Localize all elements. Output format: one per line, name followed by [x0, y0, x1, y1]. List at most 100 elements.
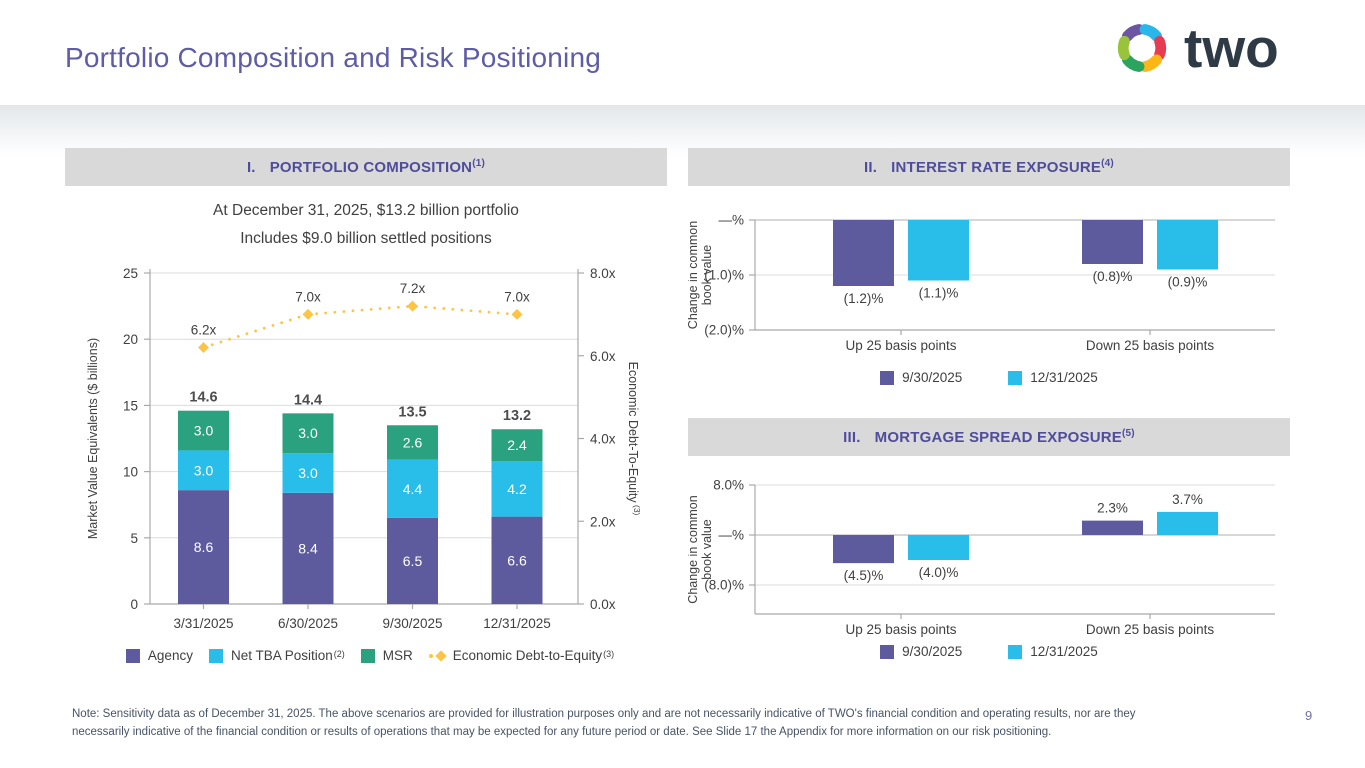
page-title: Portfolio Composition and Risk Positioni…: [65, 42, 601, 73]
bar-segment-value: 6.5: [403, 553, 423, 569]
footnote-marker: (4): [1101, 157, 1114, 169]
bar-value-label: (1.1)%: [919, 286, 959, 301]
legend-item: 9/30/2025: [880, 644, 962, 659]
bar-total-label: 13.2: [503, 408, 531, 424]
legend-swatch: [880, 644, 895, 659]
y-axis-tick-label: —%: [718, 528, 744, 543]
y-axis-tick-label: 25: [123, 266, 138, 281]
bar-value-label: 2.3%: [1097, 501, 1128, 516]
y2-axis-tick-label: 0.0x: [590, 597, 616, 612]
bar-segment-value: 3.0: [298, 465, 318, 481]
bar-segment-msr: [387, 425, 438, 460]
x-axis-category-label: 6/30/2025: [278, 616, 338, 631]
legend-swatch: [1008, 370, 1023, 385]
logo-wordmark: two: [1184, 16, 1279, 79]
y2-axis-tick-label: 4.0x: [590, 432, 616, 447]
debt-to-equity-point-label: 7.0x: [295, 289, 321, 304]
bar-segment-msr: [178, 410, 229, 451]
y2-axis-tick-label: 2.0x: [590, 514, 616, 529]
bar-9-30-2025: [833, 220, 894, 286]
legend-label: 12/31/2025: [1030, 370, 1098, 385]
y-axis-tick-label: (2.0)%: [704, 323, 744, 338]
legend-line-dot: [428, 653, 433, 658]
mortgage-spread-exposure-chart: 8.0% —% (8.0)% Up 25 basis points Down 25 ba…: [688, 478, 1275, 637]
footnote: Note: Sensitivity data as of December 31…: [72, 706, 1267, 742]
bar-value-label: (4.0)%: [919, 565, 959, 580]
legend-swatch: [208, 648, 223, 663]
legend-label: Economic Debt-to-Equity: [452, 648, 603, 663]
bar-value-label: (0.9)%: [1168, 275, 1208, 290]
bar-total-label: 14.4: [294, 392, 322, 408]
debt-to-equity-dotted-line: [202, 304, 519, 349]
x-axis-category-label: Down 25 basis points: [1086, 338, 1215, 353]
y2-axis-title: Economic Debt-To-Equity (3): [626, 362, 642, 516]
bar-12-31-2025: [1157, 511, 1218, 535]
bar-segment-value: 6.6: [507, 552, 527, 568]
portfolio-subtitle-line2: Includes $9.0 billion settled positions: [240, 230, 492, 247]
bar-9-30-2025: [1082, 220, 1143, 264]
debt-to-equity-point-label: 7.2x: [400, 281, 426, 296]
legend-label: 9/30/2025: [902, 644, 963, 659]
logo-petal: [1122, 54, 1145, 72]
logo-petal: [1117, 35, 1130, 61]
bar-value-label: (4.5)%: [844, 568, 884, 583]
y-axis-tick-label: (8.0)%: [704, 578, 744, 593]
x-axis-category-label: 3/31/2025: [173, 616, 233, 631]
bar-9-30-2025: [833, 535, 894, 564]
bar-segment-value: 3.0: [194, 462, 214, 478]
debt-to-equity-marker: [302, 308, 314, 320]
debt-to-equity-point-label: 7.0x: [504, 289, 530, 304]
page-number: 9: [1305, 708, 1313, 723]
legend-label: Net TBA Position: [230, 648, 333, 663]
legend-swatch: [125, 648, 140, 663]
y2-axis-tick-label: 6.0x: [590, 349, 616, 364]
y2-axis-tick-label: 8.0x: [590, 266, 616, 281]
portfolio-subtitle-line1: At December 31, 2025, $13.2 billion port…: [213, 202, 519, 219]
legend-item: Economic Debt-to-Equity (3): [428, 648, 614, 663]
legend-label: 9/30/2025: [902, 370, 963, 385]
legend-swatch: [880, 370, 895, 385]
footnote-marker: (5): [1122, 427, 1135, 439]
debt-to-equity-point-label: 6.2x: [191, 322, 217, 337]
logo-petal: [1154, 35, 1167, 61]
portfolio-composition-legend: Agency Net TBA Position (2) MSR Economic Deb…: [65, 648, 675, 663]
logo-petal: [1139, 54, 1162, 72]
bar-segment-agency: [387, 517, 438, 604]
debt-to-equity-marker: [511, 308, 523, 320]
legend-swatch: [360, 648, 375, 663]
debt-to-equity-marker: [406, 300, 419, 312]
bar-value-label: (1.2)%: [844, 291, 884, 306]
bar-segment-net-tba-position: [491, 461, 543, 517]
bar-segment-value: 3.0: [194, 423, 214, 439]
bar-value-label: 3.7%: [1172, 492, 1203, 507]
bar-value-label: (0.8)%: [1093, 269, 1133, 284]
section-header-interest-rate-exposure: II. INTEREST RATE EXPOSURE(4): [688, 148, 1290, 186]
mortgage-spread-exposure-legend: 9/30/2025 12/31/2025: [688, 644, 1290, 659]
y-axis-tick-label: 8.0%: [713, 478, 744, 493]
footnote-line2: necessarily indicative of the financial …: [72, 725, 1052, 738]
bar-9-30-2025: [1082, 520, 1143, 535]
legend-swatch: [1008, 644, 1023, 659]
legend-item: Net TBA Position (2): [208, 648, 345, 663]
company-logo: two: [1112, 16, 1279, 80]
legend-label: MSR: [382, 648, 413, 663]
y-axis-tick-label: 10: [123, 465, 138, 480]
y-axis-tick-label: 0: [130, 597, 138, 612]
footnote-line1: Note: Sensitivity data as of December 31…: [72, 708, 1136, 720]
y-axis-tick-label: (1.0)%: [704, 268, 744, 283]
bar-12-31-2025: [1157, 220, 1218, 270]
y-axis-tick-label: 15: [123, 398, 138, 413]
section-title: PORTFOLIO COMPOSITION(1): [269, 157, 486, 176]
section-numeral: I.: [246, 158, 256, 176]
bar-segment-agency: [282, 492, 334, 604]
bar-segment-value: 4.4: [403, 481, 423, 497]
portfolio-composition-chart: 0 5 10 15 20 25 0.0x 2.0x 4.0x 6.0x 8.0x 3/31/2025 6…: [86, 266, 642, 631]
bar-segment-msr: [282, 413, 334, 454]
section-header-portfolio-composition: I. PORTFOLIO COMPOSITION(1): [65, 148, 667, 186]
legend-item: 9/30/2025: [880, 370, 962, 385]
legend-item: 12/31/2025: [1008, 644, 1098, 659]
bar-segment-net-tba-position: [178, 450, 229, 491]
bar-segment-value: 2.4: [507, 437, 527, 453]
debt-to-equity-marker: [197, 341, 210, 353]
x-axis-category-label: 12/31/2025: [483, 616, 551, 631]
